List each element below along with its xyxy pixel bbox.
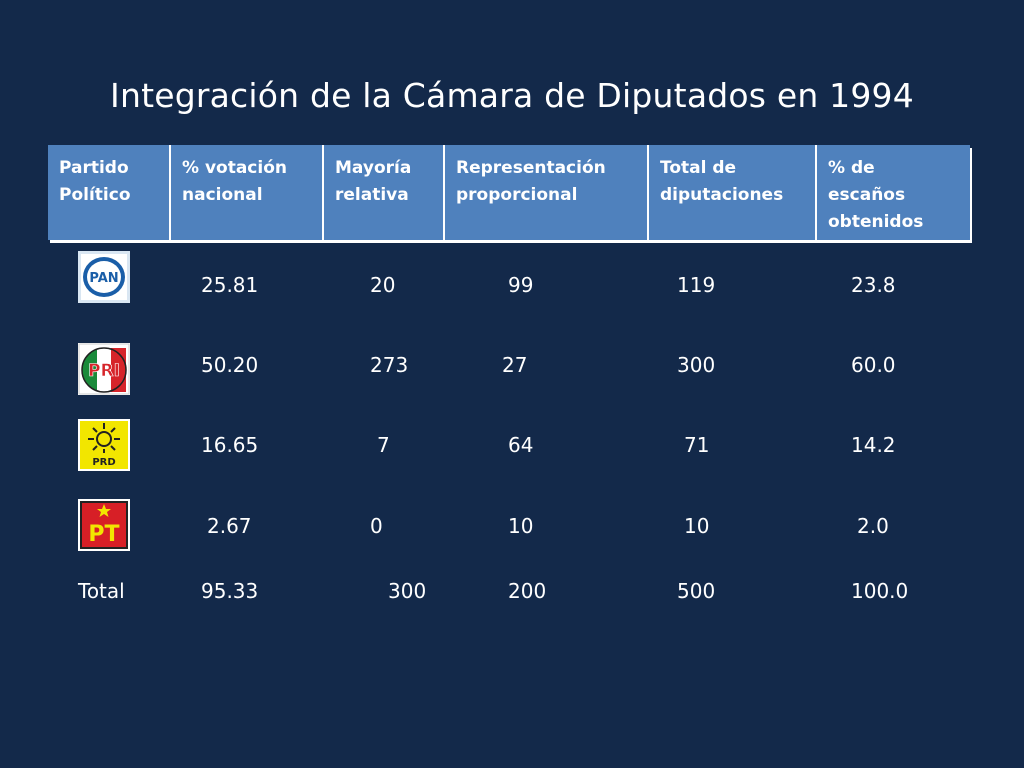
header-representacion: Representación proporcional [445,145,649,240]
svg-text:PRI: PRI [88,361,120,381]
cell-mayoria: 273 [370,353,409,377]
table-header: Partido Político % votación nacional May… [48,145,970,240]
header-escanos: % de escaños obtenidos [828,158,924,232]
page-title: Integración de la Cámara de Diputados en… [110,76,914,115]
header-total: Total de diputaciones [649,145,817,240]
cell-total: 71 [684,433,710,457]
header-mayoria: Mayoría relativa [324,145,445,240]
cell-mayoria: 0 [370,514,383,538]
cell-mayoria: 7 [377,433,390,457]
pan-logo-icon: PAN [78,251,130,303]
cell-votacion: 16.65 [201,433,259,457]
cell-representacion: 99 [508,273,534,297]
cell-escanos: 23.8 [851,273,896,297]
cell-votacion: 25.81 [201,273,259,297]
svg-text:PRD: PRD [92,457,115,468]
cell-representacion: 27 [502,353,528,377]
cell-total: 119 [677,273,716,297]
cell-escanos: 60.0 [851,353,896,377]
total-total: 500 [677,579,716,603]
cell-representacion: 64 [508,433,534,457]
total-votacion: 95.33 [201,579,259,603]
pri-logo-icon: PRI [78,343,130,395]
svg-text:PAN: PAN [89,271,118,286]
total-mayoria: 300 [388,579,427,603]
cell-votacion: 50.20 [201,353,259,377]
cell-escanos: 14.2 [851,433,896,457]
header-votacion: % votación nacional [171,145,324,240]
cell-total: 300 [677,353,716,377]
header-partido: Partido Político [48,145,171,240]
prd-logo-icon: PRD [78,419,130,471]
total-label: Total [78,579,125,603]
total-escanos: 100.0 [851,579,909,603]
cell-mayoria: 20 [370,273,396,297]
cell-total: 10 [684,514,710,538]
pt-logo-icon: PT [78,499,130,551]
cell-votacion: 2.67 [207,514,252,538]
cell-escanos: 2.0 [857,514,889,538]
svg-text:PT: PT [88,522,119,547]
total-representacion: 200 [508,579,547,603]
cell-representacion: 10 [508,514,534,538]
